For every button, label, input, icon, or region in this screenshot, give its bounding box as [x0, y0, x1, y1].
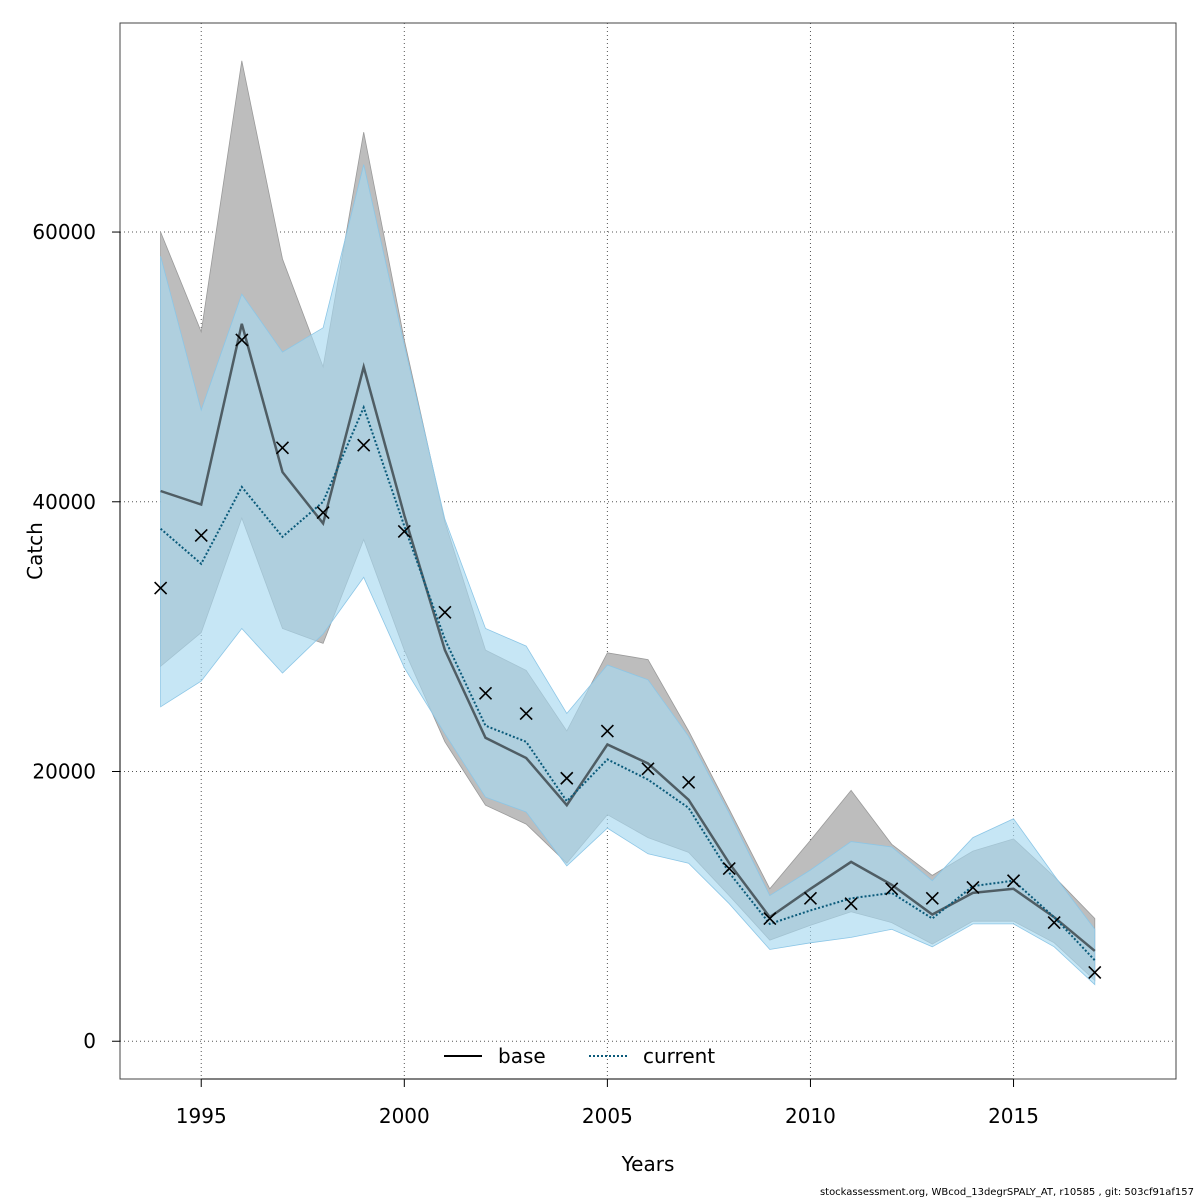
- y-axis-label: Catch: [23, 522, 47, 580]
- line-current: [159, 404, 1096, 961]
- legend-label-base: base: [498, 1044, 546, 1068]
- footer-credit: stockassessment.org, WBcod_13degrSPALY_A…: [819, 1187, 1194, 1198]
- observation-marker: [154, 581, 168, 595]
- observation-markers: [154, 333, 1102, 980]
- x-tick-label: 2000: [379, 1104, 430, 1128]
- observation-marker: [194, 528, 208, 543]
- legend-label-current: current: [643, 1044, 715, 1068]
- observation-marker: [478, 686, 493, 700]
- observation-marker: [966, 880, 980, 895]
- observation-marker: [600, 724, 614, 738]
- observation-marker: [682, 775, 696, 789]
- observation-marker: [885, 882, 899, 896]
- observation-marker: [641, 762, 655, 776]
- x-tick-label: 1995: [176, 1104, 227, 1128]
- series-lines: [159, 323, 1096, 961]
- y-tick-label: 20000: [32, 760, 96, 784]
- confidence-bands: [160, 60, 1096, 986]
- line-base: [160, 323, 1096, 952]
- observation-marker: [1006, 874, 1021, 888]
- grid-lines: [120, 23, 1176, 1079]
- observation-marker: [803, 891, 818, 905]
- observation-marker: [275, 441, 290, 455]
- x-axis: 1995 2000 2005 2010 2015: [176, 1078, 1039, 1128]
- observation-marker: [1088, 965, 1102, 980]
- y-tick-label: 40000: [32, 490, 96, 514]
- y-tick-label: 0: [83, 1029, 96, 1053]
- observation-marker: [235, 333, 249, 347]
- x-tick-label: 2005: [582, 1104, 633, 1128]
- observation-marker: [519, 706, 533, 721]
- observation-marker: [763, 911, 777, 926]
- observation-marker: [357, 438, 371, 452]
- observation-marker: [316, 505, 330, 520]
- observation-marker: [925, 891, 939, 905]
- x-axis-label: Years: [621, 1152, 675, 1176]
- x-tick-label: 2015: [988, 1104, 1039, 1128]
- observation-marker: [397, 524, 411, 539]
- observation-marker: [722, 862, 736, 876]
- observation-marker: [560, 771, 574, 785]
- y-axis: 0 20000 40000 60000: [32, 220, 121, 1053]
- y-tick-label: 60000: [32, 220, 96, 244]
- observation-marker: [438, 605, 452, 619]
- observation-marker: [1047, 915, 1061, 930]
- band-current: [160, 164, 1096, 986]
- legend: base current: [444, 1044, 715, 1068]
- x-tick-label: 2010: [785, 1104, 836, 1128]
- observation-marker: [844, 897, 858, 911]
